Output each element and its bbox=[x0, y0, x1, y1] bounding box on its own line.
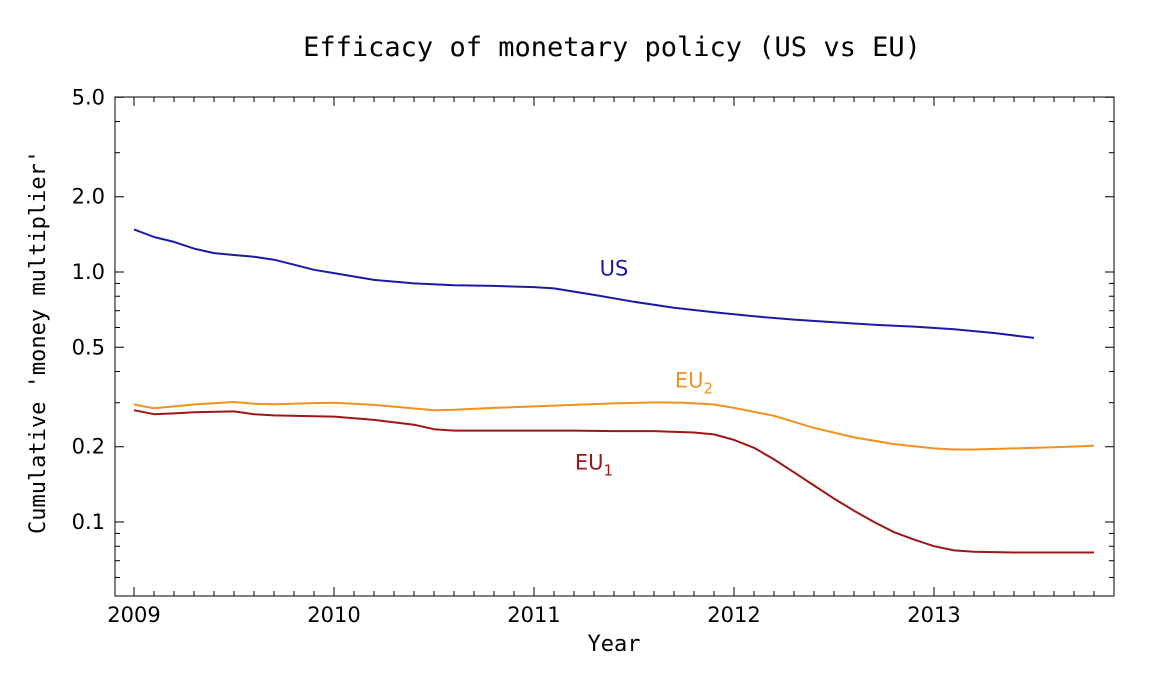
y-tick-label: 1.0 bbox=[72, 260, 105, 284]
y-tick-label: 2.0 bbox=[72, 185, 105, 209]
x-tick-label: 2011 bbox=[507, 603, 560, 627]
y-tick-label: 0.1 bbox=[72, 510, 105, 534]
y-axis-label: Cumulative 'money multiplier' bbox=[26, 150, 51, 534]
series-line-us bbox=[133, 228, 1035, 339]
y-tick-label: 0.2 bbox=[72, 435, 105, 459]
y-tick-label: 0.5 bbox=[72, 335, 105, 359]
series-line-eu2 bbox=[133, 401, 1095, 451]
x-tick-label: 2012 bbox=[707, 603, 760, 627]
series-label-eu1: EU1 bbox=[575, 451, 613, 480]
x-tick-label: 2009 bbox=[107, 603, 160, 627]
x-axis-label: Year bbox=[588, 632, 641, 657]
plot-frame bbox=[114, 96, 1115, 597]
y-tick-label: 5.0 bbox=[72, 85, 105, 109]
chart-title: Efficacy of monetary policy (US vs EU) bbox=[303, 32, 921, 63]
series-line-eu1 bbox=[133, 409, 1094, 554]
plot-area: 2009 2010 2011 2012 2013 0.1 0.2 0.5 1.0 2.0 5.0 US… bbox=[72, 85, 1115, 627]
x-tick-label: 2013 bbox=[907, 603, 960, 627]
series-label-eu2: EU2 bbox=[675, 369, 713, 398]
x-tick-label: 2010 bbox=[307, 603, 360, 627]
series-label-us: US bbox=[600, 256, 629, 280]
